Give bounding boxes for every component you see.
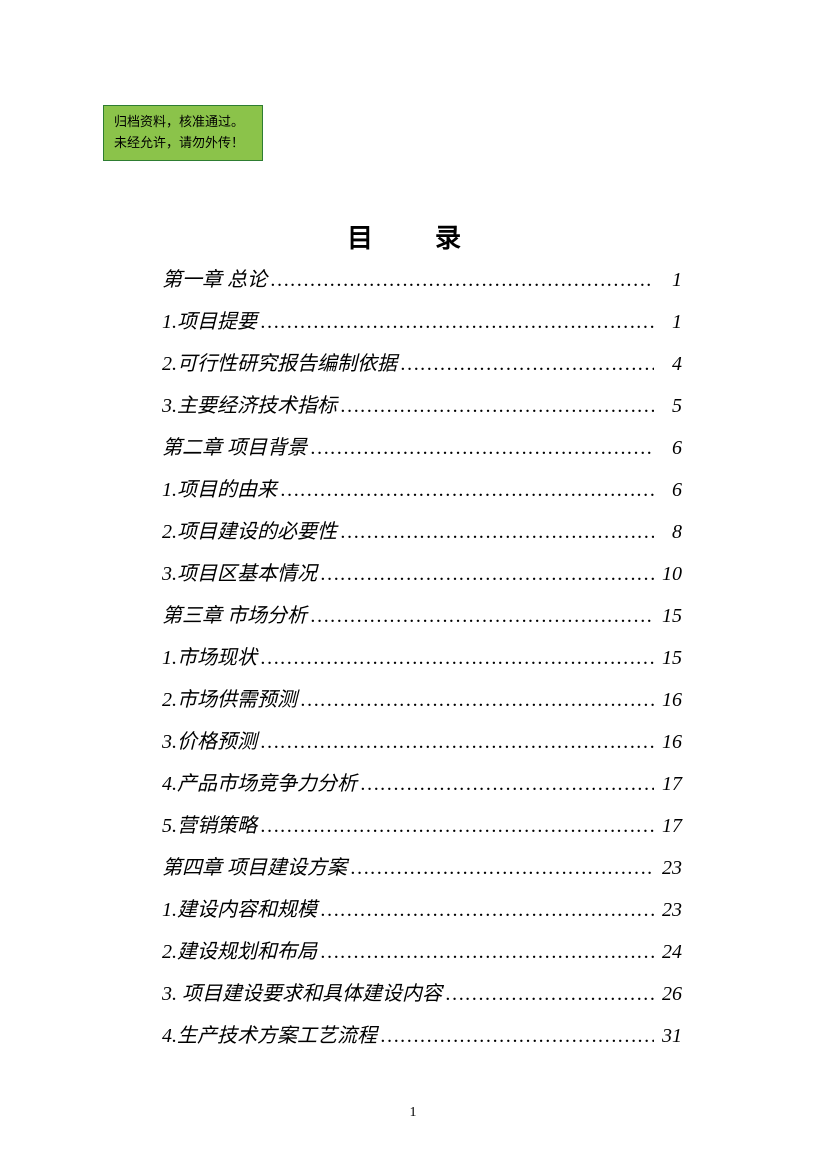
toc-list: 第一章 总论………………………………………………………………11.项目提要…………: [162, 263, 682, 1061]
toc-label: 5.营销策略: [162, 809, 261, 838]
stamp-line-1: 归档资料，核准通过。: [114, 112, 252, 133]
toc-page: 6: [654, 479, 682, 502]
toc-dots: ………………………………………………………………: [361, 773, 654, 796]
approval-stamp: 归档资料，核准通过。 未经允许，请勿外传！: [103, 105, 263, 161]
toc-page: 26: [654, 983, 682, 1006]
toc-label: 1.建设内容和规模: [162, 893, 321, 922]
toc-dots: ………………………………………………………………: [261, 311, 654, 334]
toc-page: 31: [654, 1025, 682, 1048]
toc-row: 1.项目提要………………………………………………………………1: [162, 305, 682, 347]
toc-page: 6: [654, 437, 682, 460]
toc-page: 16: [654, 689, 682, 712]
toc-page: 23: [654, 899, 682, 922]
toc-row: 第四章 项目建设方案………………………………………………………………23: [162, 851, 682, 893]
toc-dots: ………………………………………………………………: [261, 731, 654, 754]
toc-row: 1.项目的由来………………………………………………………………6: [162, 473, 682, 515]
toc-label: 2.可行性研究报告编制依据: [162, 347, 401, 376]
toc-page: 1: [654, 269, 682, 292]
page-number: 1: [0, 1105, 826, 1121]
toc-page: 8: [654, 521, 682, 544]
toc-row: 第三章 市场分析………………………………………………………………15: [162, 599, 682, 641]
toc-row: 3. 项目建设要求和具体建设内容…………………………………………………………………: [162, 977, 682, 1019]
toc-dots: ………………………………………………………………: [341, 395, 654, 418]
toc-page: 16: [654, 731, 682, 754]
toc-label: 1.项目提要: [162, 305, 261, 334]
toc-dots: ………………………………………………………………: [341, 521, 654, 544]
toc-page: 24: [654, 941, 682, 964]
toc-dots: ………………………………………………………………: [261, 647, 654, 670]
toc-dots: ………………………………………………………………: [261, 815, 654, 838]
toc-label: 2.建设规划和布局: [162, 935, 321, 964]
toc-dots: ………………………………………………………………: [321, 941, 654, 964]
toc-row: 5.营销策略………………………………………………………………17: [162, 809, 682, 851]
toc-dots: ………………………………………………………………: [321, 899, 654, 922]
toc-page: 4: [654, 353, 682, 376]
toc-dots: ………………………………………………………………: [311, 605, 654, 628]
toc-label: 第一章 总论: [162, 263, 271, 292]
toc-label: 3. 项目建设要求和具体建设内容: [162, 977, 446, 1006]
stamp-line-2: 未经允许，请勿外传！: [114, 133, 252, 154]
toc-page: 17: [654, 815, 682, 838]
toc-label: 2.项目建设的必要性: [162, 515, 341, 544]
toc-label: 第四章 项目建设方案: [162, 851, 351, 880]
toc-row: 2.项目建设的必要性………………………………………………………………8: [162, 515, 682, 557]
toc-row: 4.产品市场竞争力分析………………………………………………………………17: [162, 767, 682, 809]
toc-page: 23: [654, 857, 682, 880]
toc-row: 1.市场现状………………………………………………………………15: [162, 641, 682, 683]
toc-label: 第三章 市场分析: [162, 599, 311, 628]
toc-row: 2.市场供需预测………………………………………………………………16: [162, 683, 682, 725]
toc-label: 2.市场供需预测: [162, 683, 301, 712]
toc-dots: ………………………………………………………………: [271, 269, 654, 292]
toc-label: 3.项目区基本情况: [162, 557, 321, 586]
toc-dots: ………………………………………………………………: [301, 689, 654, 712]
toc-row: 第二章 项目背景………………………………………………………………6: [162, 431, 682, 473]
toc-row: 1.建设内容和规模………………………………………………………………23: [162, 893, 682, 935]
toc-label: 第二章 项目背景: [162, 431, 311, 460]
toc-row: 3.项目区基本情况………………………………………………………………10: [162, 557, 682, 599]
toc-label: 1.市场现状: [162, 641, 261, 670]
toc-dots: ………………………………………………………………: [281, 479, 654, 502]
toc-dots: ………………………………………………………………: [401, 353, 654, 376]
toc-page: 17: [654, 773, 682, 796]
toc-row: 3.价格预测………………………………………………………………16: [162, 725, 682, 767]
toc-dots: ………………………………………………………………: [321, 563, 654, 586]
toc-label: 3.主要经济技术指标: [162, 389, 341, 418]
toc-label: 4.生产技术方案工艺流程: [162, 1019, 381, 1048]
toc-page: 1: [654, 311, 682, 334]
toc-page: 5: [654, 395, 682, 418]
toc-page: 15: [654, 605, 682, 628]
toc-page: 10: [654, 563, 682, 586]
toc-page: 15: [654, 647, 682, 670]
toc-label: 3.价格预测: [162, 725, 261, 754]
toc-dots: ………………………………………………………………: [311, 437, 654, 460]
toc-title: 目 录: [0, 218, 826, 255]
toc-label: 1.项目的由来: [162, 473, 281, 502]
toc-label: 4.产品市场竞争力分析: [162, 767, 361, 796]
toc-row: 第一章 总论………………………………………………………………1: [162, 263, 682, 305]
toc-row: 3.主要经济技术指标………………………………………………………………5: [162, 389, 682, 431]
toc-row: 2.建设规划和布局………………………………………………………………24: [162, 935, 682, 977]
toc-row: 2.可行性研究报告编制依据………………………………………………………………4: [162, 347, 682, 389]
toc-dots: ………………………………………………………………: [446, 983, 654, 1006]
toc-dots: ………………………………………………………………: [381, 1025, 654, 1048]
toc-row: 4.生产技术方案工艺流程………………………………………………………………31: [162, 1019, 682, 1061]
toc-dots: ………………………………………………………………: [351, 857, 654, 880]
